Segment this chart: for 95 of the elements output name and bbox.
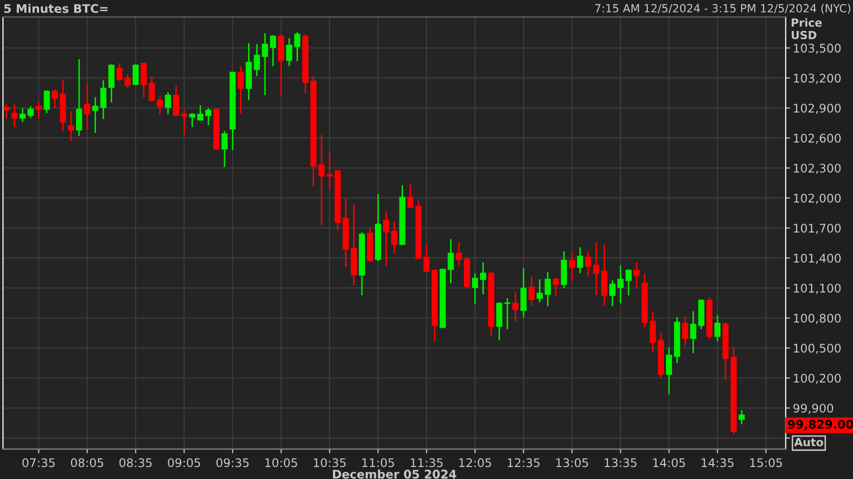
candlestick: [36, 102, 42, 120]
candlestick: [650, 310, 656, 353]
x-tick-label: 13:05: [556, 458, 588, 468]
y-tick-label: 100,200: [794, 374, 841, 384]
candlestick: [84, 82, 90, 131]
x-tick-label: 07:35: [22, 458, 55, 468]
candlestick: [714, 314, 721, 342]
x-tick-label: 14:05: [653, 458, 685, 468]
candlestick: [205, 108, 212, 126]
y-tick-label: 102,000: [794, 194, 841, 204]
candlestick: [504, 298, 510, 330]
x-tick-label: 09:05: [168, 458, 200, 468]
candlestick: [156, 96, 163, 115]
candlestick: [593, 242, 600, 296]
candlestick: [424, 244, 430, 272]
y-tick-label: 101,400: [794, 254, 841, 264]
candlestick: [552, 276, 559, 297]
candlestick: [528, 276, 535, 306]
candlestick: [76, 58, 82, 137]
chart-title: 5 Minutes BTC=: [4, 4, 108, 13]
candlestick: [173, 86, 180, 117]
candlestick: [480, 262, 486, 295]
candlestick: [626, 268, 632, 296]
candlestick: [472, 272, 478, 305]
candlestick: [617, 264, 624, 304]
y-tick-label: 99,900: [793, 404, 834, 414]
x-tick-label: 13:35: [604, 458, 636, 468]
text: Auto: [794, 438, 824, 446]
candlestick: [3, 104, 10, 120]
x-tick-label: 10:05: [265, 458, 298, 468]
x-tick-label: 11:35: [410, 458, 443, 468]
candlestick: [116, 62, 123, 82]
candlestick: [391, 220, 398, 254]
candlestick: [238, 66, 244, 114]
candlestick: [270, 34, 276, 67]
y-tick-label: 101,100: [794, 284, 841, 294]
y-tick-label: 100,800: [794, 314, 841, 324]
candlestick: [585, 250, 592, 277]
x-tick-label: 12:35: [508, 458, 540, 468]
y-tick-label: 103,500: [794, 44, 841, 54]
y-tick-label: 100,500: [794, 344, 841, 354]
chart-subtitle: 7:15 AM 12/5/2024 - 3:15 PM 12/5/2024 (NYC): [595, 4, 850, 14]
candlestick: [496, 302, 502, 341]
candlestick: [189, 112, 196, 128]
candlestick: [164, 92, 172, 115]
candlestick: [181, 108, 188, 137]
candlestick: [634, 262, 640, 288]
candlestick: [520, 268, 527, 318]
x-tick-label: 14:35: [702, 458, 734, 468]
x-tick-label: 12:05: [459, 458, 492, 468]
y-tick-label: 102,600: [794, 134, 841, 144]
x-tick-label: 08:05: [70, 458, 104, 468]
x-tick-label: 15:05: [750, 458, 782, 468]
candlestick: [108, 64, 114, 103]
candlestick: [92, 96, 98, 134]
candlestick: [278, 34, 284, 96]
candlestick: [682, 316, 688, 346]
text: 99,829.00: [788, 420, 853, 430]
candlestick: [383, 210, 390, 267]
candlestick: [11, 104, 18, 128]
candlestick: [456, 242, 462, 266]
candlestick: [577, 246, 584, 274]
candlestick: [512, 292, 519, 322]
candlestick: [132, 64, 139, 86]
candlestick: [221, 130, 228, 168]
y-axis-title: Price USD: [792, 18, 822, 40]
candlestick: [19, 108, 26, 123]
y-tick-label: 101,700: [794, 224, 841, 234]
candlestick: [560, 250, 567, 289]
candlestick: [124, 74, 131, 89]
candlestick: [100, 80, 106, 120]
candlestick: [52, 88, 58, 109]
candlestick: [28, 106, 34, 119]
candlestick: [148, 76, 155, 102]
x-tick-label: 10:35: [314, 458, 346, 468]
candlestick: [197, 104, 204, 121]
y-tick-label: 102,300: [794, 164, 841, 174]
x-tick-label: 11:05: [362, 458, 394, 468]
x-tick-label: 09:35: [216, 458, 249, 468]
candlestick: [318, 134, 325, 226]
candlestick: [140, 62, 147, 98]
y-tick-label: 103,200: [794, 74, 841, 84]
candlestick: [254, 44, 260, 77]
candlestick: [407, 184, 414, 209]
x-tick-label: 08:35: [119, 458, 152, 468]
candlestick: [68, 110, 74, 142]
candlestick: [609, 280, 616, 307]
candlestick: [666, 346, 672, 395]
candlestick: [44, 90, 50, 114]
candlestick: [568, 252, 576, 282]
candlestick: [738, 410, 745, 426]
y-tick-label: 102,900: [794, 104, 841, 114]
candlestick: [326, 151, 333, 191]
candlestick: [262, 32, 268, 96]
x-axis-title: December 05 2024: [332, 469, 456, 479]
